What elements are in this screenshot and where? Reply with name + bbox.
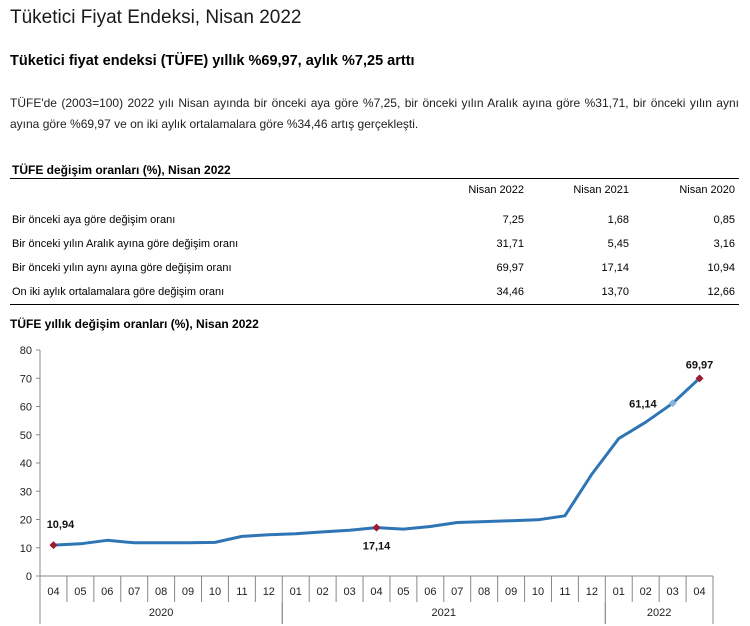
cpi-series-line: [53, 377, 701, 547]
table-cell: 13,70: [601, 286, 629, 298]
x-tick-label: 11: [559, 586, 570, 598]
page-title: Tüketici Fiyat Endeksi, Nisan 2022: [10, 7, 302, 28]
table-row: Bir önceki yılın aynı ayına göre değişim…: [10, 256, 739, 280]
x-tick-label: 10: [209, 586, 221, 598]
table-row: Bir önceki aya göre değişim oranı 7,25 1…: [10, 200, 739, 232]
x-tick-label: 01: [613, 586, 625, 598]
table-title: TÜFE değişim oranları (%), Nisan 2022: [12, 163, 231, 177]
row-label: Bir önceki aya göre değişim oranı: [12, 214, 176, 226]
table-cell: 10,94: [707, 262, 735, 274]
y-tick-label: 80: [20, 345, 32, 357]
y-tick-label: 50: [20, 430, 32, 442]
chart-title: TÜFE yıllık değişim oranları (%), Nisan …: [10, 317, 259, 331]
data-point-marker: [668, 399, 677, 408]
cpi-change-table: Nisan 2022 Nisan 2021 Nisan 2020 Bir önc…: [10, 178, 739, 305]
x-tick-label: 04: [693, 586, 705, 598]
y-tick-label: 70: [20, 373, 32, 385]
table-cell: 0,85: [713, 214, 735, 226]
x-tick-label: 03: [343, 586, 355, 598]
x-tick-label: 08: [478, 586, 490, 598]
x-tick-label: 12: [263, 586, 275, 598]
table-cell: 17,14: [601, 262, 629, 274]
table-cell: 34,46: [496, 286, 524, 298]
x-tick-label: 04: [370, 586, 382, 598]
x-tick-label: 07: [451, 586, 463, 598]
y-tick-label: 60: [20, 402, 32, 414]
x-tick-label: 10: [532, 586, 544, 598]
data-point-marker: [372, 523, 381, 532]
table-cell: 69,97: [496, 262, 524, 274]
column-header: Nisan 2021: [573, 184, 629, 196]
x-tick-label: 08: [155, 586, 167, 598]
column-header: Nisan 2020: [679, 184, 735, 196]
table-row: On iki aylık ortalamalara göre değişim o…: [10, 280, 739, 305]
table-cell: 7,25: [502, 214, 524, 226]
row-label: Bir önceki yılın Aralık ayına göre değiş…: [12, 238, 239, 250]
table-header-label: [10, 179, 418, 201]
table-cell: 1,68: [607, 214, 629, 226]
x-tick-label: 04: [47, 586, 59, 598]
table-row: Bir önceki yılın Aralık ayına göre değiş…: [10, 232, 739, 256]
data-point-marker: [695, 374, 704, 383]
y-tick-label: 0: [26, 571, 32, 583]
table-header-row: Nisan 2022 Nisan 2021 Nisan 2020: [10, 178, 739, 201]
x-tick-label: 07: [128, 586, 140, 598]
x-tick-label: 09: [505, 586, 517, 598]
x-tick-label: 02: [640, 586, 652, 598]
data-point-marker: [49, 541, 58, 550]
x-tick-label: 09: [182, 586, 194, 598]
x-tick-label: 03: [666, 586, 678, 598]
x-tick-label: 05: [397, 586, 409, 598]
year-label: 2021: [432, 607, 456, 619]
column-header: Nisan 2022: [468, 184, 524, 196]
x-tick-label: 06: [101, 586, 113, 598]
table-cell: 5,45: [607, 238, 629, 250]
table-cell: 3,16: [713, 238, 735, 250]
data-label: 69,97: [686, 359, 714, 371]
year-label: 2022: [647, 607, 671, 619]
y-tick-label: 10: [20, 543, 32, 555]
y-tick-label: 40: [20, 458, 32, 470]
row-label: Bir önceki yılın aynı ayına göre değişim…: [12, 262, 232, 274]
headline: Tüketici fiyat endeksi (TÜFE) yıllık %69…: [10, 53, 415, 69]
x-tick-label: 02: [317, 586, 329, 598]
data-label: 61,14: [629, 398, 657, 410]
year-label: 2020: [149, 607, 173, 619]
data-label: 17,14: [363, 541, 391, 553]
x-tick-label: 05: [74, 586, 86, 598]
summary-paragraph: TÜFE'de (2003=100) 2022 yılı Nisan ayınd…: [10, 96, 739, 131]
data-label: 10,94: [47, 519, 75, 531]
x-tick-label: 01: [290, 586, 302, 598]
x-tick-label: 06: [424, 586, 436, 598]
x-tick-label: 12: [586, 586, 598, 598]
x-tick-label: 11: [236, 586, 247, 598]
y-tick-label: 20: [20, 515, 32, 527]
y-tick-label: 30: [20, 486, 32, 498]
table-cell: 12,66: [707, 286, 735, 298]
row-label: On iki aylık ortalamalara göre değişim o…: [12, 286, 225, 298]
table-cell: 31,71: [496, 238, 524, 250]
